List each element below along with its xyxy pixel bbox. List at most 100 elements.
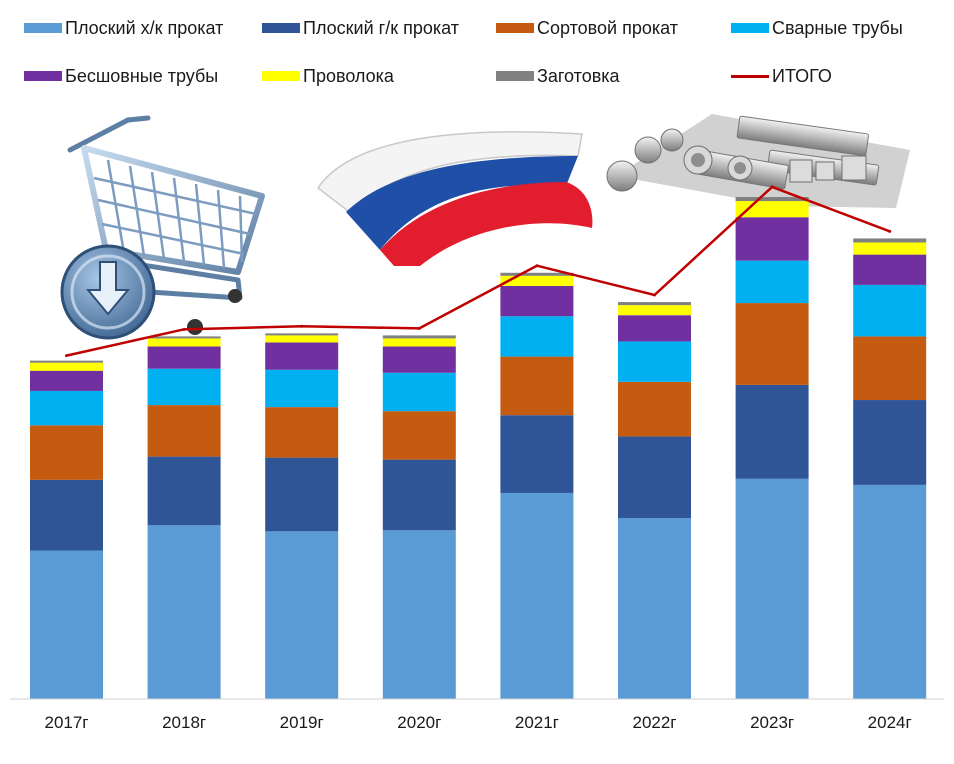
- legend-swatch: [24, 71, 62, 81]
- x-tick-label: 2022г: [632, 713, 676, 732]
- bar-segment: [853, 254, 927, 285]
- legend-swatch: [496, 71, 534, 81]
- bar-segment: [853, 238, 927, 243]
- bar-segment: [500, 415, 574, 493]
- bar-segment: [735, 384, 809, 479]
- total-point: [653, 293, 656, 297]
- legend-item-total: ИТОГО: [731, 64, 832, 88]
- bar-segment: [147, 525, 221, 699]
- bar-segment: [618, 315, 691, 342]
- legend-label: Заготовка: [537, 65, 620, 86]
- bar-segment: [265, 335, 339, 343]
- bar-segment: [853, 242, 927, 255]
- bar-segment: [382, 338, 456, 347]
- legend-label: Плоский г/к прокат: [303, 17, 459, 38]
- bar-segment: [30, 370, 103, 391]
- total-point: [888, 229, 892, 233]
- bar-segment: [30, 550, 103, 699]
- bar-segment: [147, 368, 221, 406]
- bar-segment: [147, 405, 221, 457]
- legend-item-wire: Проволока: [262, 64, 394, 88]
- bar-segment: [735, 217, 809, 261]
- bar-segment: [618, 302, 691, 306]
- legend-item-welded-pipes: Сварные трубы: [731, 16, 903, 40]
- bar-segment: [30, 360, 103, 363]
- bar-segment: [853, 484, 927, 699]
- total-point: [300, 324, 304, 328]
- bar-segment: [500, 285, 574, 317]
- bar-segment: [265, 531, 339, 699]
- legend-line-swatch: [731, 74, 769, 78]
- bar-segment: [735, 260, 809, 304]
- legend-label: Плоский х/к прокат: [65, 17, 224, 38]
- bar-segment: [147, 336, 221, 339]
- bar-segment: [147, 338, 221, 347]
- bar-segment: [382, 530, 456, 699]
- x-tick-label: 2020г: [397, 713, 441, 732]
- x-tick-label: 2017г: [44, 713, 88, 732]
- bar-segment: [265, 342, 339, 370]
- total-point: [182, 327, 186, 331]
- legend-label: Бесшовные трубы: [65, 65, 219, 86]
- legend-label: Сварные трубы: [772, 17, 903, 38]
- legend-swatch: [496, 23, 534, 33]
- bars-layer: [30, 197, 927, 699]
- legend-item-flat-cold-rolled: Плоский х/к прокат: [24, 16, 223, 40]
- bar-segment: [618, 436, 691, 519]
- legend-item-seamless-pipes: Бесшовные трубы: [24, 64, 218, 88]
- bar-segment: [30, 425, 103, 480]
- bar-segment: [853, 284, 927, 337]
- legend-label: Сортовой прокат: [537, 17, 679, 38]
- total-line-layer: [65, 185, 892, 358]
- x-tick-label: 2023г: [750, 713, 794, 732]
- russia-flag-ribbon-icon: [316, 131, 593, 266]
- bar-segment: [147, 346, 221, 369]
- legend-label: ИТОГО: [772, 65, 832, 86]
- bar-segment: [500, 316, 574, 357]
- x-tick-label: 2019г: [280, 713, 324, 732]
- total-point: [535, 264, 539, 268]
- shopping-cart-icon: [60, 115, 265, 340]
- bar-segment: [618, 341, 691, 382]
- legend-label: Проволока: [303, 65, 394, 86]
- bar-segment: [618, 305, 691, 316]
- x-tick-label: 2024г: [868, 713, 912, 732]
- x-axis-ticks: 2017г 2018г 2019г 2020г 2021г 2022г 2023г 2024г: [44, 713, 911, 732]
- bar-segment: [735, 197, 809, 202]
- bar-segment: [382, 411, 456, 460]
- bar-segment: [265, 369, 339, 408]
- bar-segment: [853, 400, 927, 485]
- bar-segment: [735, 478, 809, 699]
- total-line: [66, 185, 891, 357]
- bar-segment: [265, 457, 339, 532]
- total-point: [770, 185, 774, 189]
- bar-segment: [147, 456, 221, 526]
- bar-segment: [618, 381, 691, 437]
- bar-segment: [853, 336, 927, 401]
- bar-segment: [735, 303, 809, 385]
- bar-segment: [30, 479, 103, 551]
- bar-segment: [382, 372, 456, 412]
- bar-segment: [382, 346, 456, 373]
- bar-segment: [30, 362, 103, 371]
- legend-swatch: [731, 23, 769, 33]
- bar-segment: [382, 335, 456, 339]
- bar-segment: [265, 333, 339, 336]
- bar-segment: [500, 492, 574, 699]
- legend-item-flat-hot-rolled: Плоский г/к прокат: [262, 16, 459, 40]
- legend-swatch: [262, 23, 300, 33]
- bar-segment: [500, 275, 574, 286]
- legend-item-long-products: Сортовой прокат: [496, 16, 678, 40]
- bar-segment: [382, 459, 456, 531]
- x-tick-label: 2021г: [515, 713, 559, 732]
- bar-segment: [30, 390, 103, 426]
- bar-segment: [500, 272, 574, 276]
- bar-segment: [500, 356, 574, 416]
- legend-swatch: [262, 71, 300, 81]
- bar-segment: [265, 407, 339, 458]
- legend-item-billet: Заготовка: [496, 64, 620, 88]
- steel-products-icon: [606, 114, 910, 208]
- legend-swatch: [24, 23, 62, 33]
- bar-segment: [618, 518, 691, 699]
